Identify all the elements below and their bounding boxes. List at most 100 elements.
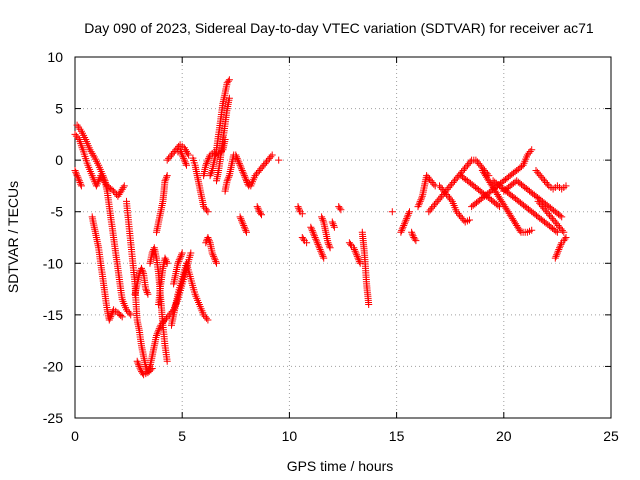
data-point <box>561 235 569 243</box>
data-point <box>240 223 248 231</box>
data-point <box>539 175 547 183</box>
data-point <box>560 228 568 236</box>
data-point <box>143 287 150 295</box>
data-point <box>77 182 85 190</box>
data-point <box>185 151 193 159</box>
data-point <box>203 160 210 168</box>
data-point <box>134 359 142 367</box>
data-point <box>319 252 327 260</box>
data-point <box>75 177 83 185</box>
data-point <box>258 163 266 171</box>
data-point <box>77 180 85 188</box>
data-point <box>238 167 246 174</box>
data-point <box>225 173 233 181</box>
data-point <box>169 149 177 157</box>
data-point <box>239 220 247 228</box>
data-point <box>458 168 466 176</box>
data-point <box>556 242 564 250</box>
data-point <box>133 357 141 365</box>
data-point <box>403 215 411 223</box>
data-point <box>180 144 188 152</box>
data-point <box>414 203 422 211</box>
data-point <box>546 211 553 219</box>
data-point <box>318 213 326 221</box>
data-point <box>100 175 108 183</box>
x-tick-label: 0 <box>71 428 79 444</box>
data-point <box>307 223 315 231</box>
data-point <box>447 196 455 204</box>
y-tick-label: -25 <box>43 410 63 426</box>
data-point <box>556 212 564 220</box>
data-point <box>241 225 249 233</box>
axis-ticks: 0 5 10 15 20 25 -25 -20 -15 -10 -5 0 5 10 <box>43 49 619 444</box>
data-point <box>225 94 233 102</box>
data-point <box>178 149 185 157</box>
data-point <box>319 216 327 224</box>
data-point <box>303 239 311 247</box>
data-point <box>551 254 559 262</box>
data-point <box>528 146 536 154</box>
data-point <box>403 213 411 221</box>
data-point <box>408 228 416 236</box>
data-point <box>436 194 444 202</box>
data-point <box>295 204 303 212</box>
data-point <box>528 226 536 234</box>
data-point <box>254 204 262 212</box>
data-point <box>243 177 250 185</box>
y-tick-label: 10 <box>47 49 63 65</box>
data-point <box>325 242 333 250</box>
data-point <box>350 244 358 252</box>
data-point <box>448 180 456 188</box>
chart-title: Day 090 of 2023, Sidereal Day-to-day VTE… <box>84 20 594 36</box>
data-point <box>312 235 320 243</box>
data-point <box>176 146 184 154</box>
data-point <box>72 170 80 178</box>
data-point <box>153 330 161 338</box>
data-point <box>298 210 306 218</box>
data-point <box>432 199 440 207</box>
data-point <box>183 161 190 169</box>
data-point <box>176 254 184 262</box>
data-point <box>74 173 82 181</box>
data-point <box>238 165 245 173</box>
data-point <box>137 366 145 374</box>
data-point <box>173 144 181 152</box>
data-point <box>437 184 445 192</box>
data-point <box>476 161 484 169</box>
y-tick-label: 5 <box>55 101 63 117</box>
data-point <box>320 254 328 262</box>
data-point <box>225 76 233 84</box>
data-point <box>153 332 160 339</box>
data-point <box>416 197 424 205</box>
data-point <box>556 244 563 252</box>
data-point <box>441 189 449 197</box>
plot-frame <box>74 56 612 419</box>
data-point <box>329 220 337 228</box>
data-point <box>541 177 548 185</box>
data-point <box>203 206 210 214</box>
data-point <box>205 154 213 162</box>
data-point <box>553 251 561 259</box>
data-point <box>125 309 133 317</box>
data-point <box>110 187 118 195</box>
data-point <box>107 311 115 319</box>
data-point <box>212 258 220 266</box>
data-point <box>328 218 336 226</box>
data-point <box>138 264 145 272</box>
data-point <box>237 163 245 171</box>
data-point <box>117 312 125 319</box>
data-point <box>355 256 363 264</box>
data-point <box>408 230 416 238</box>
data-point <box>211 256 219 264</box>
x-axis-label: GPS time / hours <box>287 458 394 474</box>
data-point <box>144 290 152 298</box>
data-point <box>106 314 114 322</box>
data-point <box>148 365 156 372</box>
data-point <box>353 252 361 260</box>
data-point <box>268 151 276 159</box>
data-point <box>251 172 259 180</box>
data-point <box>237 215 245 223</box>
data-point <box>446 182 454 190</box>
data-point <box>253 203 261 211</box>
data-point <box>553 228 561 236</box>
